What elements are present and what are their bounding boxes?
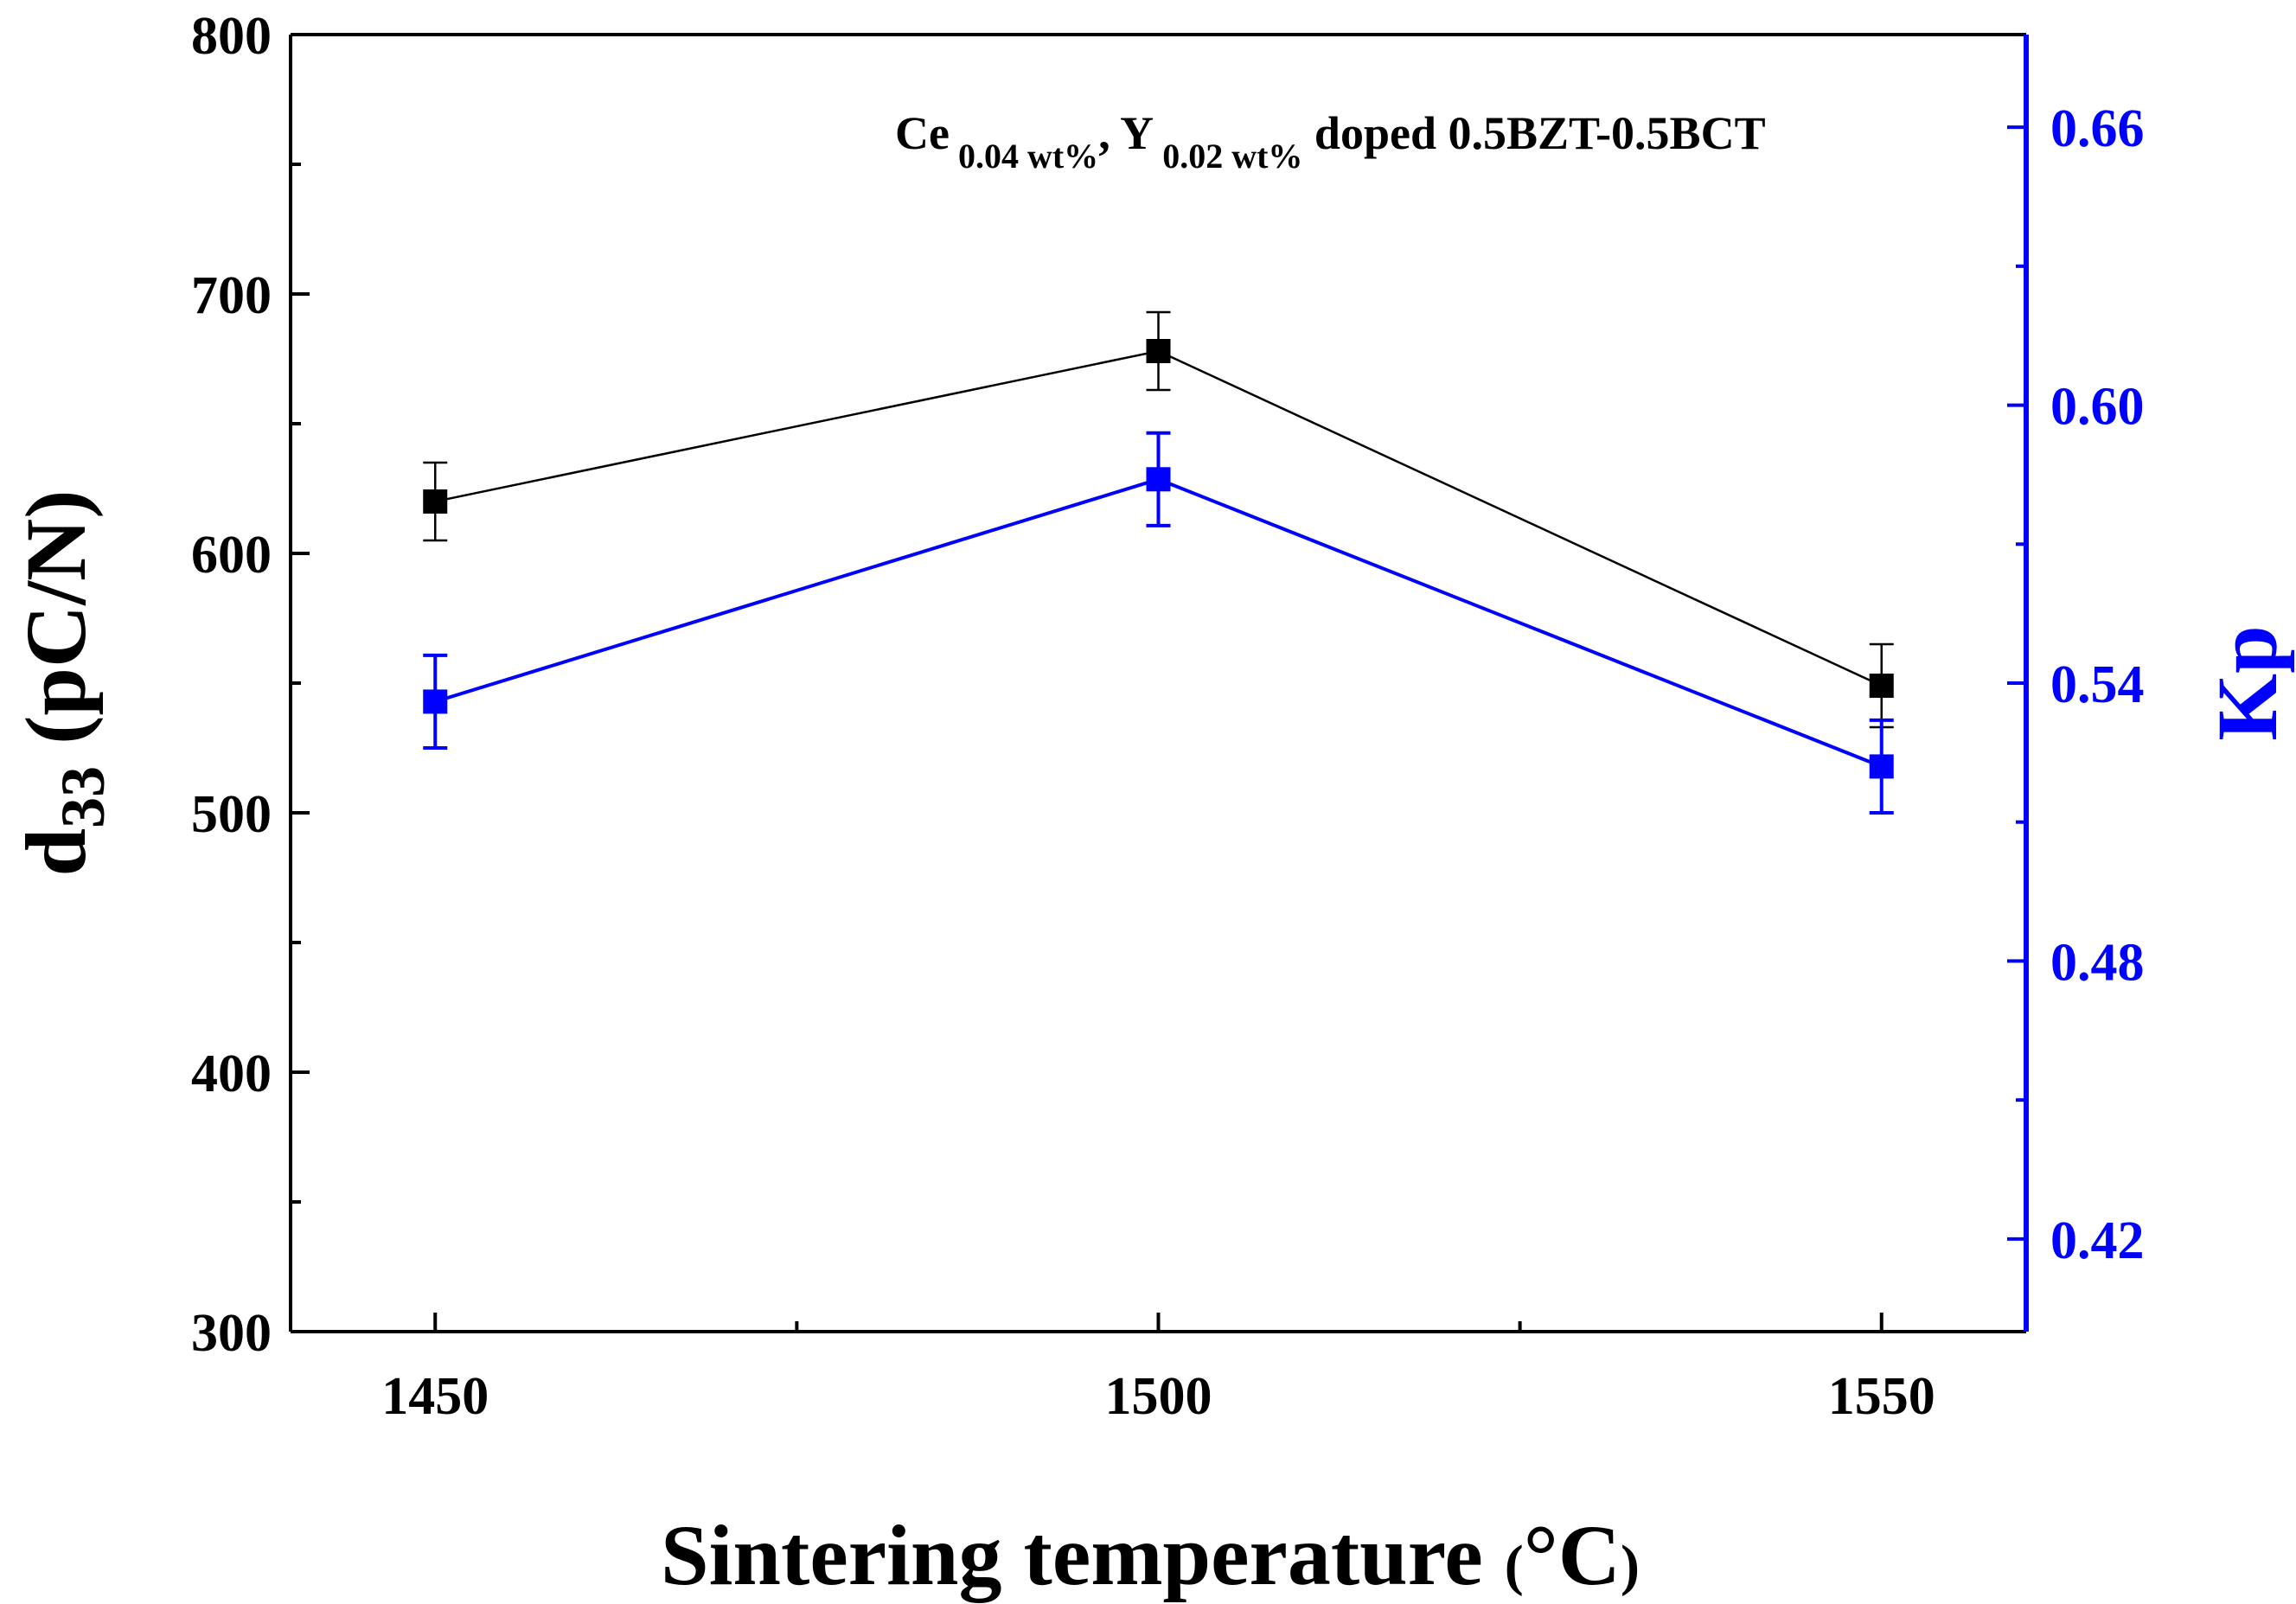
x-label-paren-close: ) (1621, 1534, 1640, 1597)
y-label-left-main: d (8, 828, 104, 877)
y-label-left-sub: 33 (48, 766, 118, 828)
y-left-tick-label: 800 (191, 7, 272, 66)
data-point-Kp (423, 689, 448, 714)
x-label-paren-open: ( (1505, 1534, 1524, 1597)
annotation: Ce 0.04 wt%, Y 0.02 wt% doped 0.5BZT-0.5… (895, 107, 1766, 176)
series-layer (423, 310, 1894, 815)
data-point-d33 (1869, 674, 1894, 698)
y-axis-label-left: d33 (pC/N) (8, 489, 118, 876)
y-left-tick-label: 600 (191, 526, 272, 585)
y-label-left-rest: (pC/N) (8, 489, 104, 765)
y-right-tick-label: 0.66 (2050, 99, 2145, 158)
ticks (291, 33, 2026, 1333)
series-Kp (423, 431, 1894, 815)
y-right-tick-label: 0.60 (2050, 378, 2145, 437)
tick-labels: 300 400 500 600 700 800 0.42 0.48 0.54 0.60 0.66 14… (191, 7, 2145, 1426)
annotation-y-sub: 0.02 wt% (1154, 137, 1302, 176)
data-point-Kp (1869, 754, 1894, 779)
x-tick-label: 1550 (1828, 1367, 1935, 1426)
series-d33 (423, 310, 1894, 729)
x-label-main: Sintering temperature (661, 1507, 1505, 1603)
x-tick-label: 1450 (381, 1367, 489, 1426)
data-point-Kp (1146, 467, 1171, 492)
annotation-rest: doped 0.5BZT-0.5BCT (1302, 107, 1765, 159)
y-right-tick-label: 0.48 (2050, 933, 2145, 992)
x-tick-label: 1500 (1105, 1367, 1212, 1426)
x-axis-label: Sintering temperature (°C) (661, 1507, 1640, 1603)
x-label-unit: °C (1524, 1507, 1621, 1603)
annotation-ce: Ce (895, 107, 950, 159)
y-left-tick-label: 500 (191, 785, 272, 844)
y-right-tick-label: 0.54 (2050, 655, 2145, 714)
y-left-tick-label: 300 (191, 1304, 272, 1363)
data-point-d33 (423, 489, 448, 514)
y-right-tick-label: 0.42 (2050, 1211, 2145, 1270)
annotation-ce-sub: 0.04 wt% (950, 137, 1098, 176)
y-left-tick-label: 700 (191, 266, 272, 325)
annotation-y: , Y (1098, 107, 1154, 159)
y-axis-label-right: Kp (2199, 625, 2295, 740)
data-point-d33 (1146, 339, 1171, 363)
y-left-tick-label: 400 (191, 1045, 272, 1103)
